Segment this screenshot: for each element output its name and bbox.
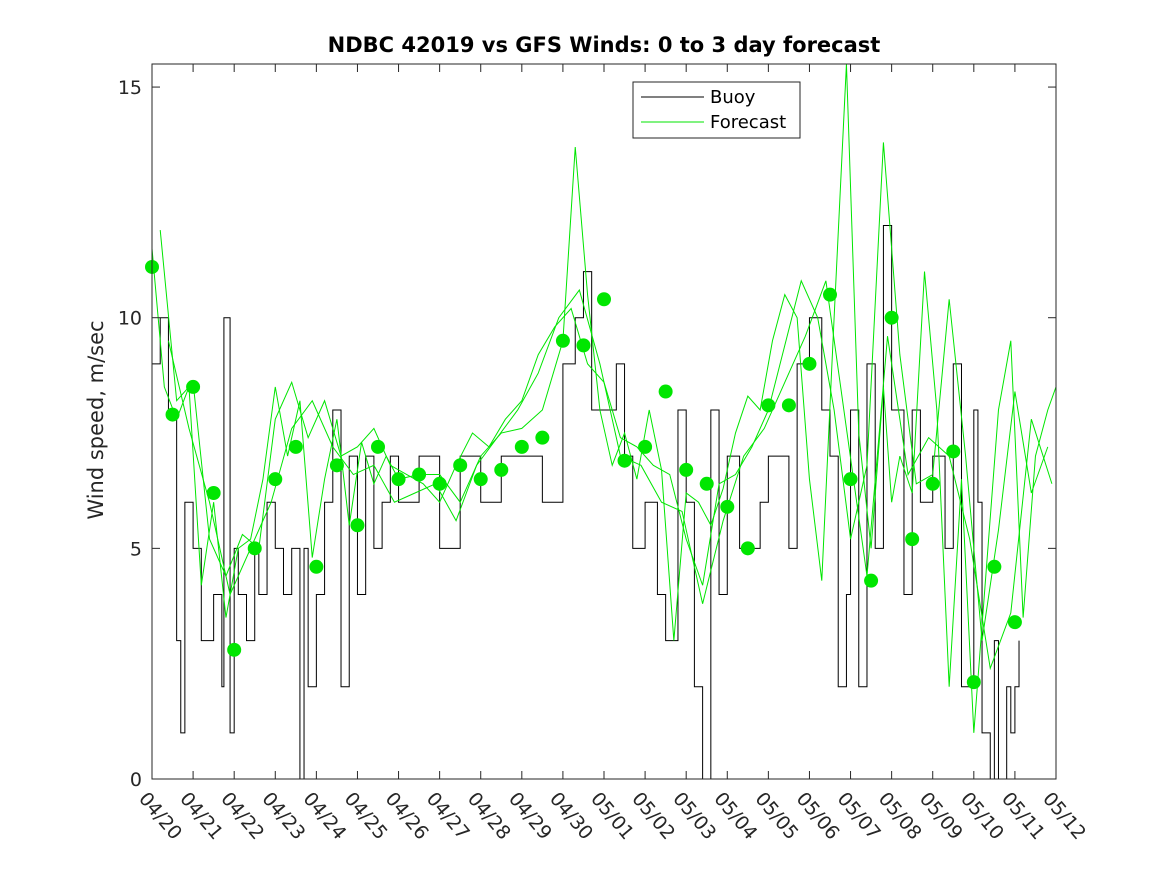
x-tick-label: 04/26 [381,788,433,844]
y-tick-label: 5 [130,538,142,560]
x-tick-label: 04/25 [340,788,392,844]
x-tick-label: 05/04 [709,788,761,844]
forecast-marker [658,384,673,399]
forecast-marker [740,541,755,556]
forecast-marker [864,573,879,588]
x-tick-label: 04/22 [216,788,268,844]
forecast-marker [781,398,796,413]
legend-box [632,81,801,139]
forecast-marker [720,499,735,514]
x-tick-label: 04/20 [134,788,186,844]
x-tick-label: 05/08 [874,788,926,844]
forecast-marker [329,458,344,473]
x-tick-label: 05/03 [668,788,720,844]
forecast-marker [1007,615,1022,630]
forecast-marker [905,532,920,547]
plot-area [152,64,1056,779]
legend: Buoy Forecast [632,81,801,139]
forecast-marker [165,407,180,422]
forecast-marker [679,462,694,477]
forecast-marker [617,453,632,468]
forecast-marker [206,486,221,500]
forecast-marker [555,333,570,348]
forecast-marker [412,467,427,482]
forecast-marker [309,559,324,574]
x-tick-label: 04/29 [504,788,556,844]
forecast-marker [350,518,365,533]
forecast-marker-layer [145,259,1022,690]
forecast-marker [987,559,1002,574]
y-tick-layer: 0 5 10 15 [118,77,1056,791]
forecast-marker [227,642,242,657]
x-tick-label: 05/05 [751,788,803,844]
y-tick-label: 15 [118,77,142,99]
forecast-marker [884,310,899,325]
x-tick-label: 05/02 [627,788,679,844]
x-tick-label: 04/28 [463,788,515,844]
buoy-series-line [152,224,1020,779]
x-tick-label: 05/12 [1038,788,1090,844]
forecast-marker [966,675,981,690]
x-tick-label: 05/11 [997,788,1049,844]
x-tick-label: 04/21 [175,788,227,844]
forecast-marker [432,476,447,491]
x-tick-label: 05/07 [833,788,885,844]
chart-title: NDBC 42019 vs GFS Winds: 0 to 3 day fore… [328,33,881,57]
forecast-series-line-3 [167,280,1053,671]
forecast-marker [802,356,817,371]
x-tick-label: 05/06 [792,788,844,844]
x-tick-label: 04/30 [545,788,597,844]
x-tick-label: 04/27 [422,788,474,844]
legend-label-forecast: Forecast [710,112,786,133]
forecast-marker [247,541,262,556]
x-tick-label: 05/10 [956,788,1008,844]
forecast-marker [925,476,940,491]
forecast-marker [761,398,776,413]
forecast-marker [946,444,961,459]
y-tick-label: 0 [130,769,142,791]
forecast-marker [535,430,550,445]
forecast-marker [576,338,591,353]
x-tick-label: 05/09 [915,788,967,844]
x-tick-label: 05/01 [586,788,638,844]
forecast-marker [699,476,714,491]
forecast-marker [391,472,406,487]
forecast-marker [186,379,201,394]
forecast-marker [288,439,303,454]
forecast-marker [638,439,653,454]
x-tick-label: 04/24 [299,788,351,844]
forecast-marker [597,292,611,307]
forecast-marker [843,472,858,487]
forecast-marker [453,458,468,473]
y-axis-label: Wind speed, m/sec [84,320,108,519]
x-tick-label: 04/23 [257,788,309,844]
y-tick-label: 10 [118,308,142,330]
forecast-marker [371,439,385,454]
forecast-marker [268,472,283,487]
forecast-marker [514,439,529,454]
legend-label-buoy: Buoy [710,87,756,108]
forecast-marker [494,462,509,477]
forecast-marker [473,472,488,487]
forecast-marker [823,287,837,302]
